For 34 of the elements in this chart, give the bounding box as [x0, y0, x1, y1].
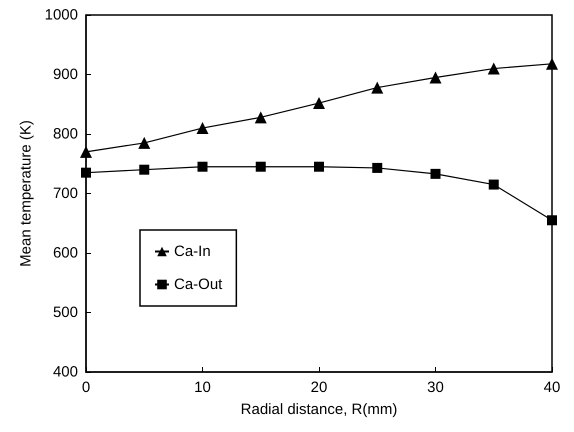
- point: [546, 58, 558, 70]
- y-tick-label: 900: [52, 66, 78, 83]
- point: [198, 162, 208, 172]
- point: [196, 122, 208, 134]
- point: [430, 71, 442, 84]
- point: [430, 168, 440, 179]
- y-tick-label: 1000: [44, 6, 78, 24]
- point: [488, 62, 500, 75]
- x-tick-label: 20: [310, 379, 328, 396]
- x-tick-label: 40: [544, 379, 560, 396]
- point: [139, 164, 150, 175]
- point: [313, 97, 325, 110]
- y-axis-title: Mean temperature (K): [18, 120, 35, 267]
- point: [138, 136, 150, 149]
- point: [80, 146, 92, 158]
- x-axis-title: Radial distance, R(mm): [240, 401, 398, 418]
- legend-label: Ca-Out: [174, 276, 224, 293]
- point: [81, 168, 91, 178]
- y-tick-label: 700: [52, 185, 78, 202]
- y-tick-label: 400: [52, 364, 78, 380]
- y-tick-label: 600: [52, 244, 78, 262]
- x-tick-label: 30: [427, 379, 444, 396]
- point: [254, 111, 267, 124]
- x-tick-label: 10: [194, 379, 211, 396]
- point: [371, 82, 384, 94]
- point: [314, 162, 324, 172]
- point: [372, 162, 382, 173]
- point: [547, 215, 557, 226]
- legend-label: Ca-In: [174, 243, 211, 260]
- y-tick-label: 500: [52, 304, 78, 321]
- point: [256, 162, 266, 172]
- y-tick-label: 800: [52, 126, 78, 142]
- x-tick-label: 0: [82, 379, 90, 396]
- point: [488, 180, 499, 190]
